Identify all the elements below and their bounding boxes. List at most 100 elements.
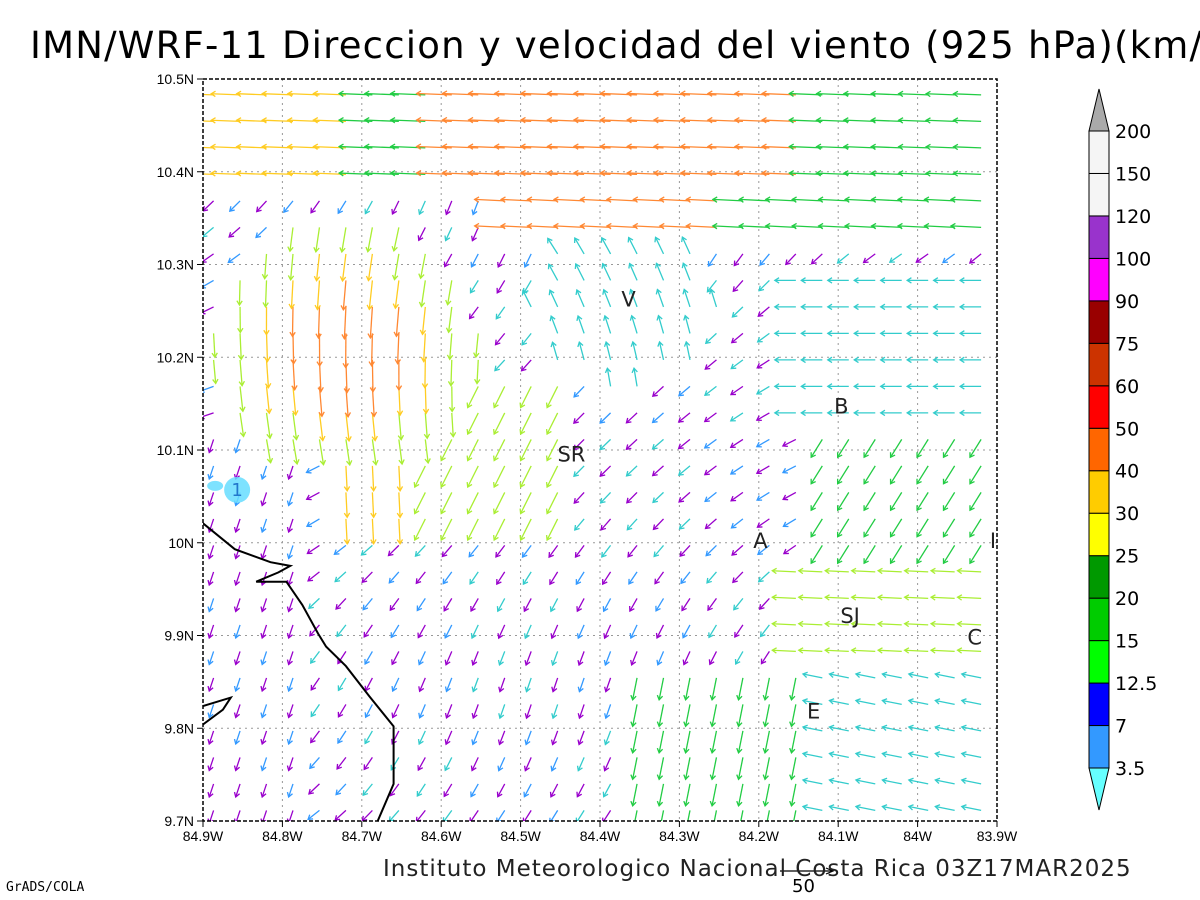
- colorbar-segment: [1088, 682, 1110, 727]
- city-label: E: [807, 700, 820, 724]
- wind-vector: [879, 330, 902, 337]
- wind-vector: [574, 518, 585, 531]
- wind-vector: [706, 571, 717, 584]
- wind-vector: [881, 698, 902, 706]
- wind-vector: [627, 236, 638, 255]
- wind-vector: [773, 356, 796, 364]
- wind-vector: [471, 704, 479, 720]
- wind-vector: [903, 567, 929, 575]
- wind-vector: [313, 227, 321, 254]
- wind-vector: [704, 491, 717, 503]
- lon-tick-label: 83.9W: [977, 828, 1018, 844]
- wind-vector: [625, 465, 638, 477]
- wind-vector: [810, 518, 823, 538]
- wind-vector: [709, 288, 718, 308]
- wind-vector: [655, 624, 665, 639]
- wind-vector: [524, 677, 532, 693]
- wind-vector: [261, 90, 294, 98]
- colorbar-max-triangle: [1088, 88, 1110, 132]
- wind-vector: [445, 306, 453, 334]
- wind-vector: [441, 143, 479, 150]
- wind-vector: [828, 751, 849, 759]
- wind-vector: [756, 491, 770, 501]
- wind-vector: [605, 222, 638, 230]
- wind-vector: [929, 567, 955, 575]
- wind-vector: [853, 330, 876, 337]
- wind-vector: [233, 677, 241, 693]
- wind-vector: [233, 439, 241, 454]
- wind-vector: [826, 330, 849, 337]
- wind-vector: [545, 412, 559, 436]
- wind-vector: [389, 90, 426, 97]
- wind-vector: [360, 544, 373, 556]
- lon-tick-label: 84.8W: [262, 828, 303, 844]
- wind-vector: [337, 677, 347, 692]
- wind-vector: [685, 222, 717, 230]
- wind-vector: [395, 359, 403, 392]
- wind-vector: [466, 386, 479, 409]
- wind-vector: [843, 196, 876, 203]
- wind-vector: [729, 412, 744, 422]
- wind-vector: [212, 359, 219, 385]
- wind-vector: [471, 677, 479, 693]
- wind-vector: [549, 571, 559, 586]
- wind-vector: [498, 677, 506, 693]
- wind-vector: [207, 757, 215, 772]
- wind-vector: [656, 730, 665, 754]
- wind-vector: [711, 196, 743, 203]
- wind-vector: [496, 280, 506, 294]
- colorbar-label: 15: [1115, 631, 1139, 653]
- wind-vector: [788, 143, 823, 150]
- wind-vector: [683, 340, 691, 361]
- wind-vector: [958, 330, 982, 337]
- wind-vector: [238, 359, 246, 387]
- wind-vector: [932, 383, 955, 390]
- wind-vector: [227, 253, 241, 264]
- wind-vector: [474, 359, 481, 385]
- wind-vector: [370, 492, 377, 519]
- wind-vector: [626, 169, 664, 177]
- wind-vector: [903, 594, 929, 601]
- lat-tick-label: 10.4N: [157, 164, 194, 180]
- wind-vector: [398, 439, 405, 466]
- wind-vector: [708, 651, 718, 666]
- wind-vector: [467, 169, 505, 177]
- colorbar-segment: [1088, 342, 1110, 387]
- wind-vector: [815, 117, 849, 124]
- wind-vector: [260, 624, 268, 640]
- wind-vector: [836, 545, 850, 565]
- wind-vector: [731, 544, 744, 556]
- wind-vector: [233, 545, 241, 560]
- wind-vector: [314, 280, 321, 311]
- wind-vector: [207, 730, 215, 746]
- spot-contour-label: 1: [231, 480, 242, 501]
- wind-vector: [339, 227, 347, 254]
- wind-vector: [934, 751, 955, 759]
- wind-vector: [286, 624, 294, 640]
- wind-vector: [416, 598, 426, 612]
- wind-vector: [628, 571, 638, 585]
- wind-vector: [470, 253, 479, 268]
- wind-vector: [740, 810, 744, 821]
- wind-vector: [233, 730, 241, 746]
- wind-vector: [389, 143, 426, 150]
- city-labels: V SR B A SJ C E I: [557, 288, 996, 724]
- wind-vector: [523, 280, 532, 294]
- wind-vector: [286, 810, 294, 821]
- wind-vector: [440, 518, 453, 542]
- wind-vector: [801, 804, 823, 812]
- wind-vector: [905, 383, 929, 390]
- wind-vector: [547, 237, 559, 255]
- wind-vector: [577, 730, 585, 746]
- wind-vector: [801, 751, 823, 759]
- wind-vector: [523, 624, 532, 640]
- wind-vector: [952, 90, 982, 98]
- wind-vector: [766, 810, 771, 821]
- wind-vector: [876, 594, 902, 601]
- wind-vector: [654, 571, 665, 585]
- wind-vector: [685, 196, 717, 203]
- wind-vector: [800, 277, 823, 284]
- wind-vector: [789, 757, 797, 781]
- wind-vector: [203, 146, 214, 149]
- lon-tick-label: 84.6W: [421, 828, 462, 844]
